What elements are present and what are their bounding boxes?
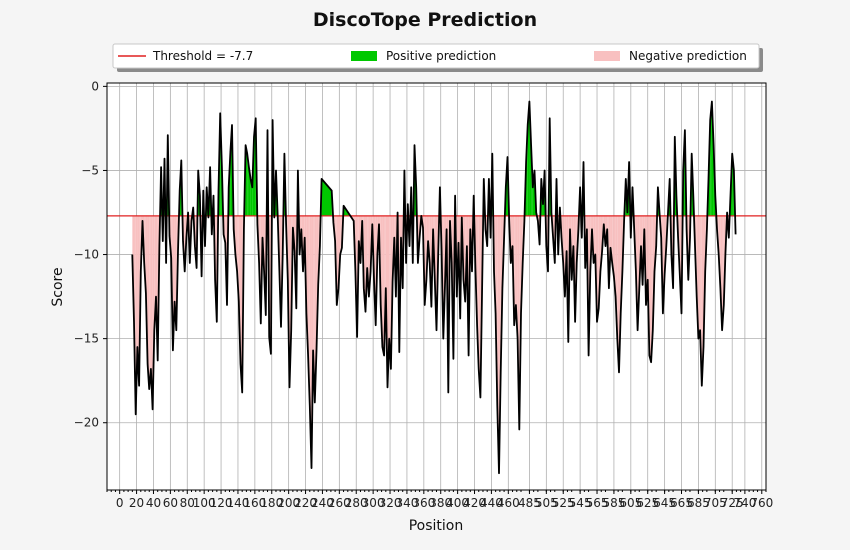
- x-tick-label: 460: [497, 496, 520, 510]
- legend-positive-swatch: [351, 51, 377, 61]
- negative-fill: [597, 215, 599, 322]
- negative-fill: [593, 215, 596, 263]
- legend-label: Negative prediction: [629, 49, 747, 63]
- x-tick-label: 300: [362, 496, 385, 510]
- x-axis-title: Position: [409, 518, 464, 534]
- x-tick-label: 260: [328, 496, 351, 510]
- y-tick-label: −15: [74, 332, 99, 346]
- chart-title: DiscoTope Prediction: [313, 9, 537, 31]
- x-tick-label: 485: [518, 496, 541, 510]
- x-tick-label: 20: [129, 496, 144, 510]
- y-tick-label: −5: [81, 163, 99, 177]
- negative-fill: [514, 215, 516, 326]
- x-tick-label: 725: [721, 496, 744, 510]
- x-tick-label: 200: [277, 496, 300, 510]
- x-tick-label: 400: [446, 496, 469, 510]
- x-tick-label: 440: [480, 496, 503, 510]
- negative-fill: [478, 215, 481, 398]
- x-tick-label: 645: [653, 496, 676, 510]
- x-tick-label: 420: [463, 496, 486, 510]
- x-tick-label: 40: [146, 496, 161, 510]
- x-tick-label: 320: [379, 496, 402, 510]
- axis-ticks: 0 20 40 60 801001201401601802002202402602803…: [74, 79, 774, 510]
- x-tick-label: 685: [687, 496, 710, 510]
- y-axis-title: Score: [50, 267, 66, 306]
- x-tick-label: 525: [552, 496, 575, 510]
- x-tick-label: 760: [750, 496, 773, 510]
- x-tick-label: 80: [180, 496, 195, 510]
- x-tick-label: 0: [116, 496, 124, 510]
- x-tick-label: 565: [586, 496, 609, 510]
- x-tick-label: 180: [260, 496, 283, 510]
- y-tick-label: −10: [74, 248, 99, 262]
- x-tick-label: 505: [535, 496, 558, 510]
- x-tick-label: 140: [227, 496, 250, 510]
- negative-fill: [137, 215, 140, 386]
- x-tick-label: 220: [294, 496, 317, 510]
- x-tick-label: 340: [395, 496, 418, 510]
- x-tick-label: 545: [569, 496, 592, 510]
- x-tick-label: 625: [636, 496, 659, 510]
- negative-fill: [150, 215, 153, 410]
- x-tick-label: 60: [163, 496, 178, 510]
- legend-label: Positive prediction: [386, 49, 496, 63]
- negative-fill: [382, 215, 385, 356]
- legend-box: [112, 43, 760, 69]
- x-tick-label: 380: [429, 496, 452, 510]
- x-tick-label: 705: [704, 496, 727, 510]
- y-tick-label: 0: [91, 79, 99, 93]
- negative-fill: [149, 215, 151, 390]
- x-tick-label: 240: [311, 496, 334, 510]
- y-tick-label: −20: [74, 416, 99, 430]
- legend: Threshold = -7.7 Positive prediction Negat…: [112, 43, 763, 72]
- negative-fill: [698, 215, 701, 339]
- negative-fill: [389, 215, 391, 369]
- x-tick-label: 605: [619, 496, 642, 510]
- legend-label: Threshold = -7.7: [152, 49, 253, 63]
- x-tick-label: 120: [210, 496, 233, 510]
- x-tick-label: 740: [733, 496, 756, 510]
- positive-fill: [250, 178, 253, 216]
- x-tick-label: 585: [602, 496, 625, 510]
- x-tick-label: 665: [670, 496, 693, 510]
- x-tick-label: 160: [243, 496, 266, 510]
- x-tick-label: 280: [345, 496, 368, 510]
- score-series-line: [131, 100, 737, 475]
- x-tick-label: 360: [412, 496, 435, 510]
- legend-negative-swatch: [594, 51, 620, 61]
- negative-fill: [649, 215, 652, 363]
- x-tick-label: 100: [193, 496, 216, 510]
